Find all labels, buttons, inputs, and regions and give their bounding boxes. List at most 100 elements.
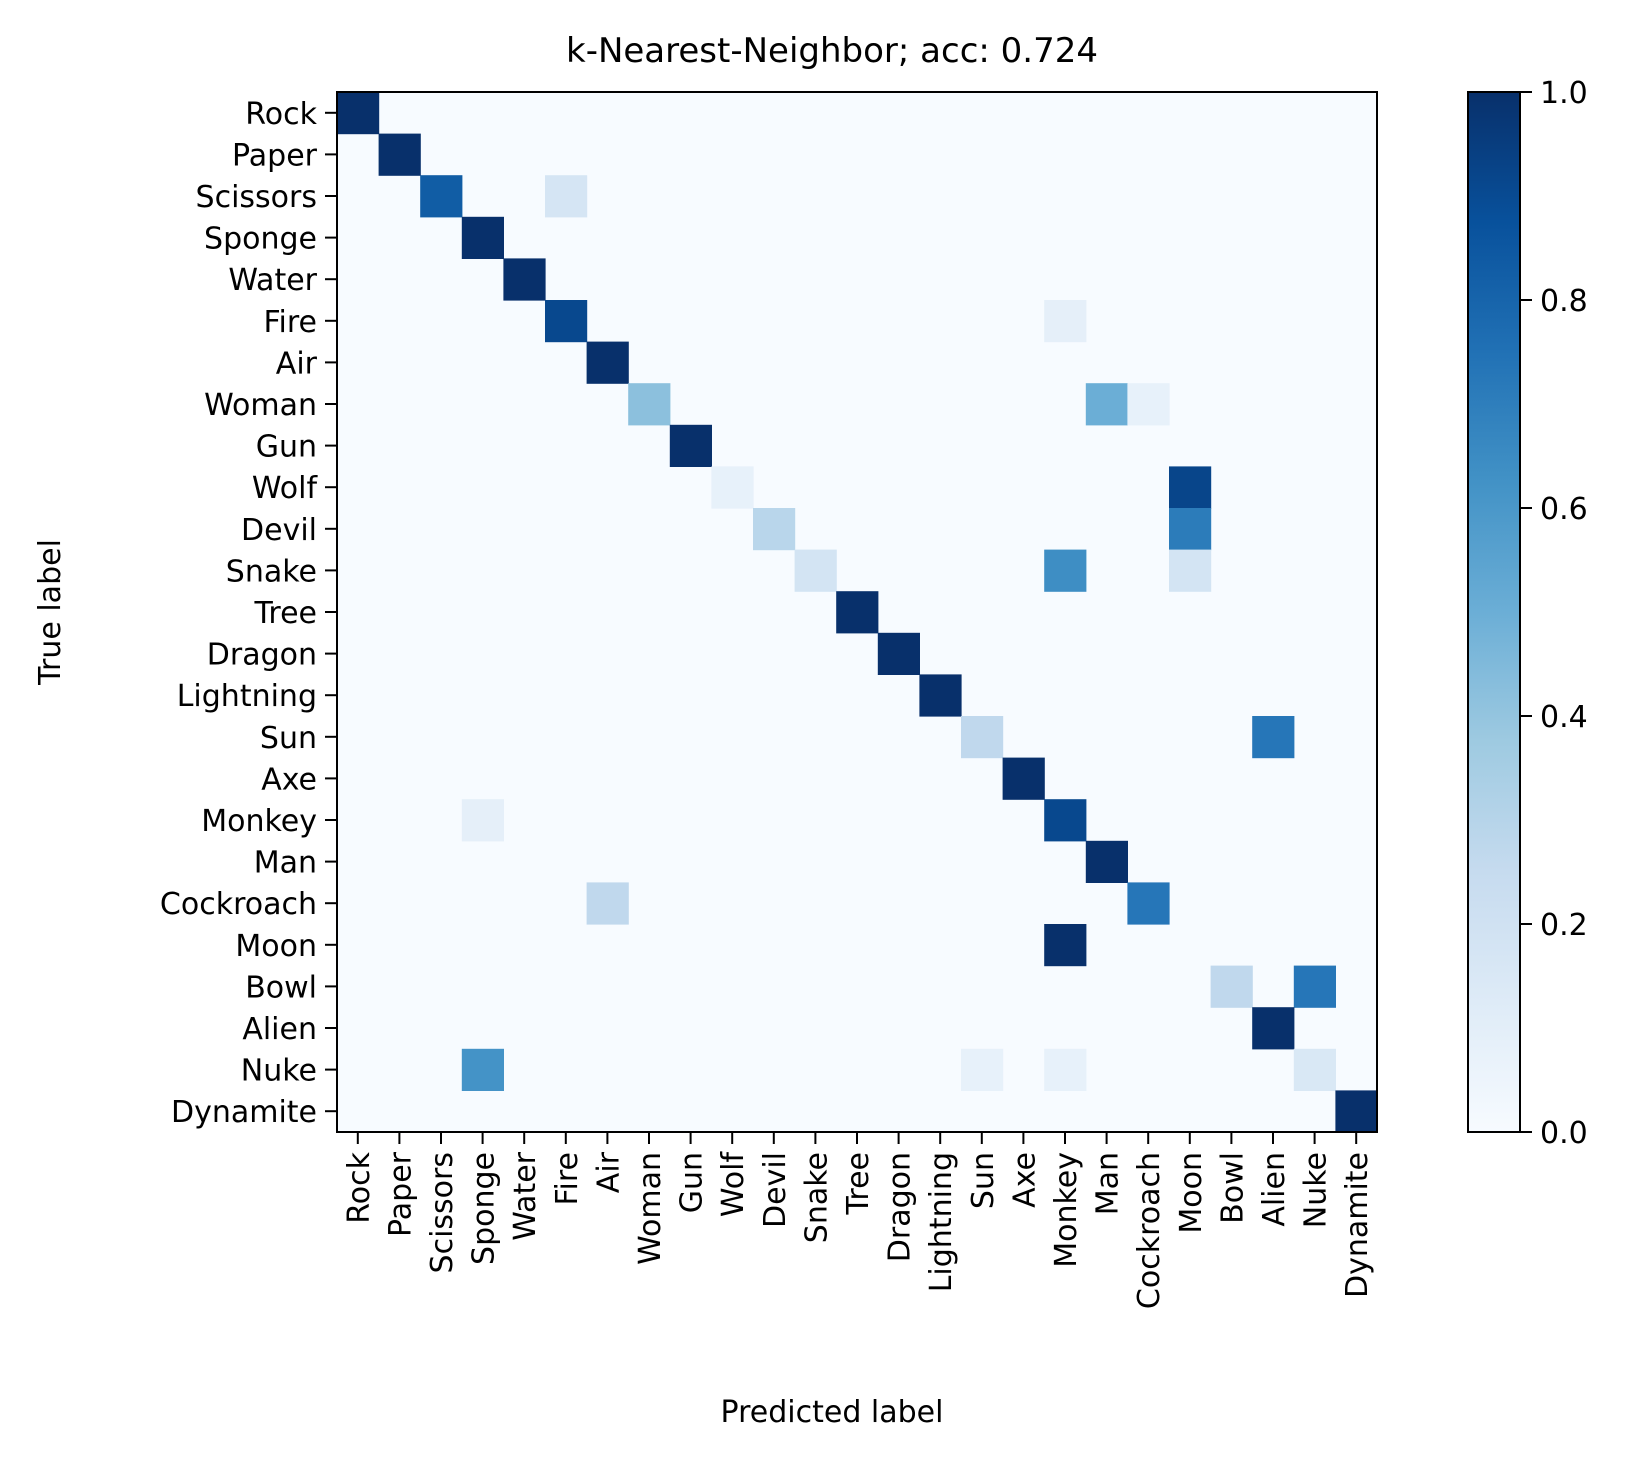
y-tick-label: Water bbox=[228, 263, 317, 298]
y-tick-label: Gun bbox=[256, 430, 317, 465]
colorbar-tick-label: 0.4 bbox=[1540, 700, 1588, 735]
y-tick-label: Cockroach bbox=[160, 887, 317, 922]
heatmap-cell bbox=[1002, 757, 1045, 800]
y-tick-label: Bowl bbox=[245, 970, 317, 1005]
heatmap-cell bbox=[1127, 882, 1170, 925]
x-tick-label: Lightning bbox=[924, 1152, 959, 1292]
x-tick-label: Axe bbox=[1007, 1152, 1042, 1208]
heatmap-cell bbox=[1169, 508, 1212, 551]
x-tick-label: Devil bbox=[758, 1152, 793, 1228]
x-tick-label: Moon bbox=[1174, 1152, 1209, 1234]
heatmap-cell bbox=[545, 175, 588, 218]
y-tick-label: Devil bbox=[241, 513, 317, 548]
y-tick-label: Moon bbox=[235, 929, 317, 964]
x-axis-label: Predicted label bbox=[721, 1395, 944, 1430]
heatmap-cell bbox=[1169, 549, 1212, 592]
x-tick-label: Water bbox=[508, 1151, 543, 1240]
y-tick-label: Alien bbox=[242, 1012, 317, 1047]
colorbar-tick-label: 0.6 bbox=[1540, 492, 1588, 527]
y-tick-label: Fire bbox=[263, 305, 317, 340]
heatmap-cell bbox=[545, 300, 588, 343]
heatmap-plot-area bbox=[336, 91, 1378, 1133]
heatmap-cell bbox=[961, 716, 1004, 759]
heatmap-cell bbox=[1044, 1048, 1087, 1091]
y-tick-label: Man bbox=[254, 846, 317, 881]
heatmap-cell bbox=[753, 508, 796, 551]
x-tick-label: Cockroach bbox=[1132, 1152, 1167, 1309]
x-tick-label: Tree bbox=[841, 1152, 876, 1216]
y-tick-label: Snake bbox=[226, 554, 317, 589]
x-tick-label: Man bbox=[1091, 1152, 1126, 1215]
heatmap-cell bbox=[1169, 466, 1212, 509]
heatmap-cell bbox=[1293, 1048, 1336, 1091]
x-tick-label: Rock bbox=[342, 1151, 377, 1223]
heatmap-cell bbox=[1044, 924, 1087, 967]
colorbar: 0.0 0.2 0.4 0.6 0.8 1.0 bbox=[1467, 76, 1588, 1151]
heatmap-cell bbox=[503, 258, 546, 301]
colorbar-tick-label: 0.8 bbox=[1540, 284, 1588, 319]
x-tick-label: Bowl bbox=[1215, 1152, 1250, 1224]
y-tick-label: Sun bbox=[260, 721, 317, 756]
heatmap-cell bbox=[1252, 716, 1295, 759]
x-tick-label: Gun bbox=[675, 1152, 710, 1213]
chart-title: k-Nearest-Neighbor; acc: 0.724 bbox=[566, 31, 1098, 71]
heatmap-cell bbox=[836, 591, 879, 634]
y-tick-label: Monkey bbox=[201, 804, 317, 839]
heatmap-cell bbox=[1127, 383, 1170, 426]
y-tick-label: Dragon bbox=[207, 638, 317, 673]
x-tick-label: Sponge bbox=[467, 1152, 502, 1265]
colorbar-tick-label: 0.2 bbox=[1540, 908, 1588, 943]
y-tick-label: Scissors bbox=[196, 180, 317, 215]
x-tick-label: Dragon bbox=[883, 1152, 918, 1262]
heatmap-cell bbox=[1293, 965, 1336, 1008]
x-tick-label: Nuke bbox=[1299, 1152, 1334, 1228]
heatmap-cell bbox=[919, 674, 962, 717]
x-tick-label: Air bbox=[591, 1151, 626, 1193]
x-tick-label: Snake bbox=[799, 1152, 834, 1243]
heatmap-cell bbox=[337, 92, 380, 135]
y-tick-label: Woman bbox=[204, 388, 317, 423]
x-tick-label: Wolf bbox=[716, 1151, 751, 1218]
heatmap-cell bbox=[461, 216, 504, 259]
y-tick-label: Air bbox=[276, 346, 318, 381]
y-tick-label: Paper bbox=[232, 138, 318, 173]
heatmap-cell bbox=[1044, 300, 1087, 343]
heatmap-cell bbox=[669, 424, 712, 467]
heatmap-cell bbox=[1044, 799, 1087, 842]
x-tick-label: Sun bbox=[966, 1152, 1001, 1209]
heatmap-cell bbox=[586, 341, 629, 384]
x-tick-label: Woman bbox=[633, 1152, 668, 1265]
heatmap-cell bbox=[1044, 549, 1087, 592]
y-tick-label: Sponge bbox=[204, 222, 317, 257]
y-tick-label: Tree bbox=[253, 596, 317, 631]
heatmap-cell bbox=[378, 133, 421, 176]
y-tick-label: Wolf bbox=[252, 471, 319, 506]
y-axis: Rock Paper Scissors Sponge Water Fire Air Woman… bbox=[160, 97, 337, 1130]
heatmap-cell bbox=[794, 549, 837, 592]
y-axis-label: True label bbox=[33, 539, 68, 686]
heatmap-cell bbox=[711, 466, 754, 509]
heatmap-cell bbox=[628, 383, 671, 426]
x-tick-label: Dynamite bbox=[1340, 1152, 1375, 1298]
x-tick-label: Monkey bbox=[1049, 1152, 1084, 1268]
y-tick-label: Rock bbox=[245, 97, 317, 132]
heatmap-cell bbox=[877, 632, 920, 675]
x-tick-label: Fire bbox=[550, 1152, 585, 1206]
colorbar-gradient bbox=[1467, 91, 1521, 1133]
y-tick-label: Nuke bbox=[241, 1054, 317, 1089]
x-tick-label: Alien bbox=[1257, 1152, 1292, 1227]
heatmap-cell bbox=[1252, 1007, 1295, 1050]
colorbar-tick-label: 0.0 bbox=[1540, 1116, 1588, 1151]
heatmap-cell bbox=[586, 882, 629, 925]
heatmap-cell bbox=[461, 799, 504, 842]
heatmap-cell bbox=[961, 1048, 1004, 1091]
y-tick-label: Dynamite bbox=[171, 1095, 317, 1130]
heatmap-cell bbox=[1335, 1090, 1378, 1133]
colorbar-tick-label: 1.0 bbox=[1540, 76, 1588, 111]
x-axis: Rock Paper Scissors Sponge Water Fire Air Woman… bbox=[342, 1132, 1375, 1309]
x-tick-label: Paper bbox=[383, 1151, 418, 1237]
y-tick-label: Lightning bbox=[177, 679, 317, 714]
y-tick-label: Axe bbox=[261, 762, 317, 797]
heatmap-cell bbox=[1085, 840, 1128, 883]
